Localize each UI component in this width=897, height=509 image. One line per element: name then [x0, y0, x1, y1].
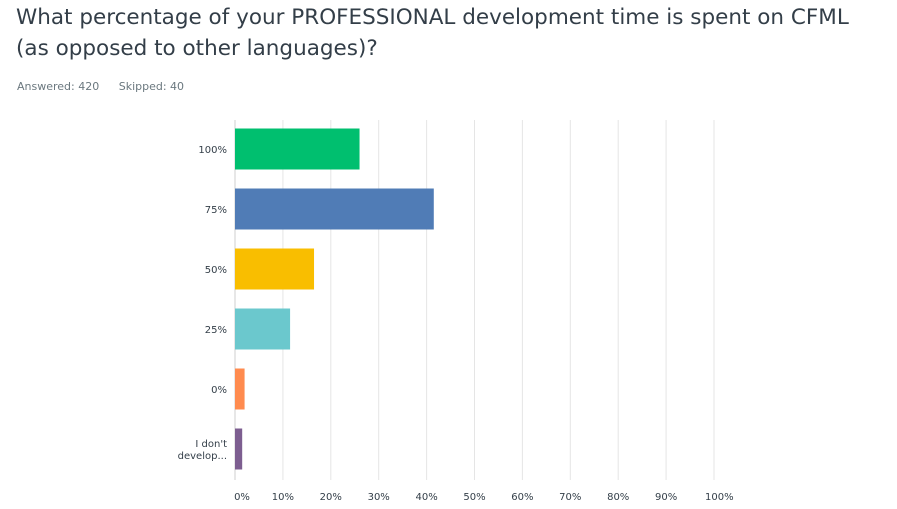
x-tick-label: 80%	[607, 492, 629, 503]
category-label: 75%	[205, 205, 227, 216]
bar	[235, 128, 360, 170]
category-label: 50%	[205, 265, 227, 276]
gridlines	[234, 120, 715, 480]
bar	[235, 308, 291, 350]
x-tick-label: 100%	[705, 492, 734, 503]
x-tick-labels: 0% 10% 20% 30% 40% 50% 60% 70% 80% 90% 100%	[234, 492, 734, 503]
category-labels: 100% 75% 50% 25% 0% I don'tdevelop...	[178, 145, 227, 462]
response-stats: Answered: 420 Skipped: 40	[17, 80, 200, 93]
x-tick-label: 50%	[463, 492, 485, 503]
x-tick-label: 30%	[368, 492, 390, 503]
category-label: 25%	[205, 325, 227, 336]
bars	[235, 128, 434, 470]
category-label: I don't	[195, 439, 227, 450]
bar	[235, 248, 315, 290]
x-tick-label: 70%	[559, 492, 581, 503]
bar	[235, 428, 243, 470]
category-label: develop...	[178, 451, 227, 462]
x-tick-label: 10%	[272, 492, 294, 503]
category-label: 0%	[211, 385, 227, 396]
x-tick-label: 90%	[655, 492, 677, 503]
x-tick-label: 20%	[320, 492, 342, 503]
x-tick-label: 40%	[415, 492, 437, 503]
x-tick-label: 0%	[234, 492, 250, 503]
answered-count: Answered: 420	[17, 80, 100, 93]
bar	[235, 368, 245, 410]
question-title: What percentage of your PROFESSIONAL dev…	[16, 5, 849, 61]
skipped-count: Skipped: 40	[118, 80, 185, 93]
bar	[235, 188, 434, 230]
x-tick-label: 60%	[511, 492, 533, 503]
category-label: 100%	[198, 145, 227, 156]
